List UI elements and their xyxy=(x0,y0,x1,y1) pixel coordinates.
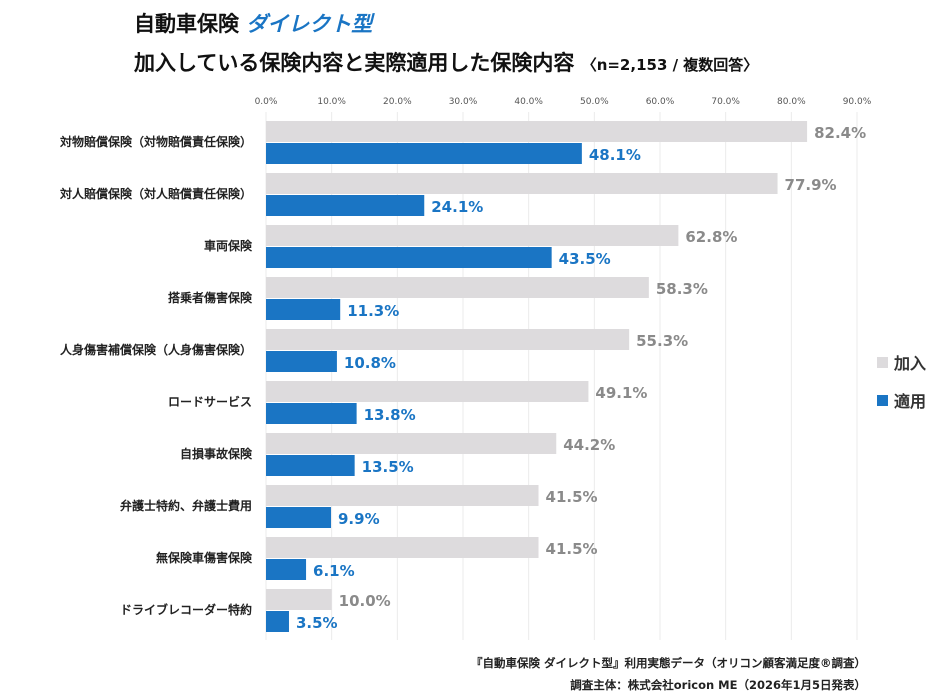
bar-join xyxy=(266,485,539,506)
category-label: ロードサービス xyxy=(168,394,252,409)
subtitle-note: 〈n=2,153 / 複数回答〉 xyxy=(581,56,759,74)
x-tick-label: 70.0% xyxy=(711,97,740,107)
x-tick-label: 20.0% xyxy=(383,97,412,107)
bar-apply xyxy=(266,351,337,372)
bar-join xyxy=(266,537,539,558)
x-tick-label: 0.0% xyxy=(255,97,278,107)
data-label: 6.1% xyxy=(313,562,355,580)
data-label: 9.9% xyxy=(338,510,380,528)
bar-apply xyxy=(266,559,307,580)
legend-swatch xyxy=(877,394,888,406)
legend-label: 適用 xyxy=(894,392,927,411)
x-tick-label: 10.0% xyxy=(317,97,346,107)
data-label: 13.8% xyxy=(364,406,416,424)
category-label: 対物賠償保険（対物賠償責任保険） xyxy=(59,134,252,149)
data-label: 44.2% xyxy=(563,436,615,454)
title-prefix: 自動車保険 xyxy=(134,12,239,36)
data-label: 62.8% xyxy=(685,228,737,246)
subtitle-main: 加入している保険内容と実際適用した保険内容 xyxy=(134,51,575,75)
title-accent: ダイレクト型 xyxy=(246,12,373,36)
category-label: 弁護士特約、弁護士費用 xyxy=(120,498,252,513)
data-label: 48.1% xyxy=(589,146,641,164)
data-label: 13.5% xyxy=(362,458,414,476)
category-label: ドライブレコーダー特約 xyxy=(120,602,252,617)
data-label: 10.0% xyxy=(339,592,391,610)
category-label: 人身傷害補償保険（人身傷害保険） xyxy=(60,342,252,357)
bar-join xyxy=(266,329,630,350)
bar-apply xyxy=(266,247,552,268)
data-label: 10.8% xyxy=(344,354,396,372)
legend-item-apply: 適用 xyxy=(877,388,926,412)
bar-join xyxy=(266,225,679,246)
footer-source: 『自動車保険 ダイレクト型』利用実態データ（オリコン顧客満足度®調査） xyxy=(471,656,866,670)
bar-apply xyxy=(266,403,357,424)
legend-label: 加入 xyxy=(894,354,927,373)
data-label: 24.1% xyxy=(431,198,483,216)
bar-join xyxy=(266,589,332,610)
data-label: 49.1% xyxy=(595,384,647,402)
bar-join xyxy=(266,433,557,454)
bar-apply xyxy=(266,455,355,476)
data-label: 41.5% xyxy=(546,488,598,506)
data-label: 55.3% xyxy=(636,332,688,350)
bar-apply xyxy=(266,195,425,216)
x-tick-label: 30.0% xyxy=(449,97,478,107)
category-label: 対人賠償保険（対人賠償責任保険） xyxy=(59,186,252,201)
bar-apply xyxy=(266,611,289,632)
footer-publisher: 調査主体：株式会社oricon ME（2026年1月5日発表） xyxy=(570,678,866,692)
chart-title: 自動車保険 ダイレクト型 xyxy=(134,8,372,38)
data-label: 77.9% xyxy=(785,176,837,194)
category-label: 無保険車傷害保険 xyxy=(156,550,253,565)
x-tick-label: 40.0% xyxy=(514,97,543,107)
legend-swatch xyxy=(877,356,888,368)
category-label: 車両保険 xyxy=(204,238,253,253)
bar-apply xyxy=(266,299,341,320)
data-label: 41.5% xyxy=(546,540,598,558)
x-tick-label: 60.0% xyxy=(646,97,675,107)
legend-item-join: 加入 xyxy=(877,350,926,374)
bar-apply xyxy=(266,143,582,164)
data-label: 43.5% xyxy=(559,250,611,268)
bar-join xyxy=(266,277,649,298)
bar-apply xyxy=(266,507,332,528)
bar-join xyxy=(266,121,808,142)
category-label: 自損事故保険 xyxy=(180,446,253,461)
data-label: 11.3% xyxy=(347,302,399,320)
data-label: 82.4% xyxy=(814,124,866,142)
chart-subtitle: 加入している保険内容と実際適用した保険内容 〈n=2,153 / 複数回答〉 xyxy=(134,47,758,77)
bar-join xyxy=(266,173,778,194)
x-tick-label: 90.0% xyxy=(843,97,872,107)
category-label: 搭乗者傷害保険 xyxy=(168,290,253,305)
data-label: 58.3% xyxy=(656,280,708,298)
x-tick-label: 80.0% xyxy=(777,97,806,107)
bar-join xyxy=(266,381,589,402)
data-label: 3.5% xyxy=(296,614,338,632)
x-tick-label: 50.0% xyxy=(580,97,609,107)
